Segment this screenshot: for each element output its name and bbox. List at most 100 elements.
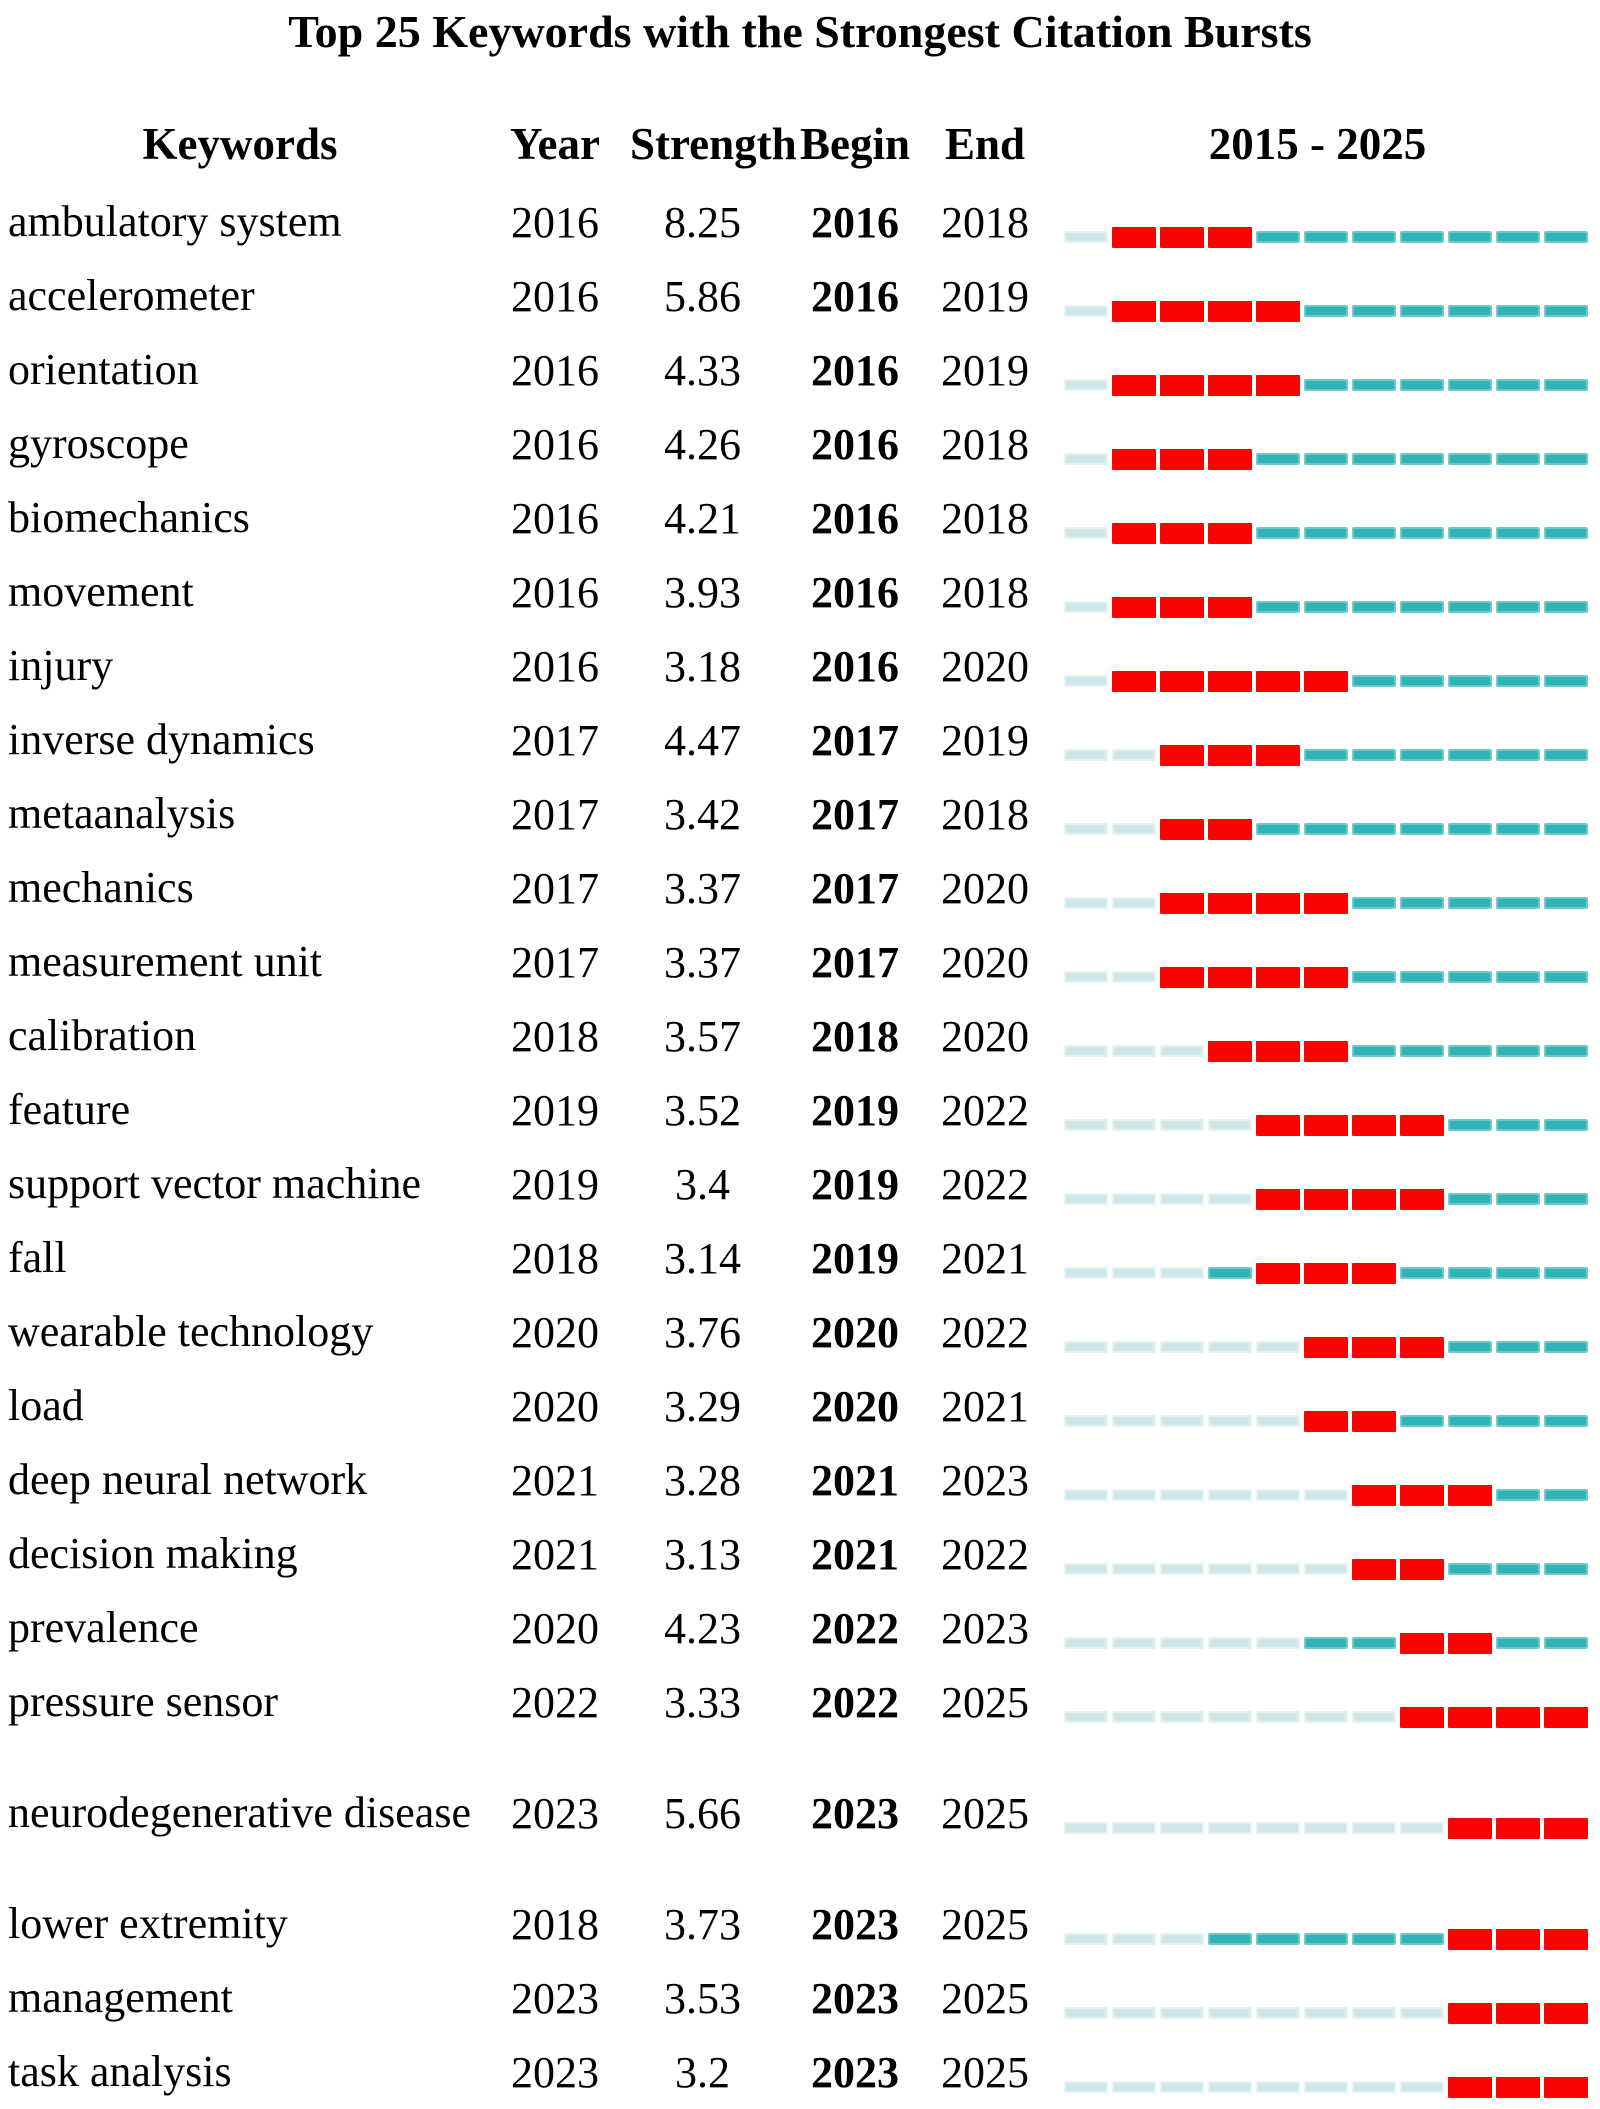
burst-segment <box>1544 2002 1588 2024</box>
table-row: lower extremity 2018 3.73 2023 2025 <box>0 1887 1600 1961</box>
timeline-segment <box>1400 305 1444 317</box>
timeline-segment <box>1256 1489 1300 1501</box>
timeline-segment <box>1160 1933 1204 1945</box>
timeline-segment <box>1448 527 1492 539</box>
table-row: accelerometer 2016 5.86 2016 2019 <box>0 259 1600 333</box>
burst-segment <box>1160 226 1204 248</box>
year-cell: 2016 <box>511 419 599 469</box>
year-cell: 2016 <box>511 641 599 691</box>
timeline-segment <box>1256 601 1300 613</box>
burst-segment <box>1256 1114 1300 1136</box>
timeline-bar <box>1064 1336 1600 1358</box>
timeline-segment <box>1160 2007 1204 2019</box>
burst-segment <box>1160 374 1204 396</box>
strength-cell: 3.73 <box>664 1899 741 1949</box>
timeline-segment <box>1304 1563 1348 1575</box>
timeline-segment <box>1448 231 1492 243</box>
burst-segment <box>1304 892 1348 914</box>
timeline-segment <box>1544 527 1588 539</box>
burst-segment <box>1160 818 1204 840</box>
keyword-cell: injury <box>8 641 114 690</box>
strength-cell: 3.33 <box>664 1677 741 1727</box>
header-end: End <box>944 119 1026 169</box>
timeline-bar <box>1064 892 1600 914</box>
year-cell: 2021 <box>511 1455 599 1505</box>
timeline-segment <box>1544 1267 1588 1279</box>
timeline-segment <box>1544 823 1588 835</box>
timeline-segment <box>1544 453 1588 465</box>
strength-cell: 3.53 <box>664 1973 741 2023</box>
timeline-segment <box>1256 453 1300 465</box>
table-row: support vector machine 2019 3.4 2019 202… <box>0 1147 1600 1221</box>
burst-segment <box>1448 1706 1492 1728</box>
year-cell: 2023 <box>511 1973 599 2023</box>
timeline-segment <box>1208 1489 1252 1501</box>
burst-segment <box>1352 1410 1396 1432</box>
timeline-bar <box>1064 448 1600 470</box>
year-cell: 2017 <box>511 789 599 839</box>
begin-cell: 2017 <box>811 863 899 913</box>
timeline-segment <box>1064 453 1108 465</box>
timeline-segment <box>1256 1711 1300 1723</box>
timeline-segment <box>1208 1119 1252 1131</box>
strength-cell: 4.33 <box>664 345 741 395</box>
burst-segment <box>1112 226 1156 248</box>
begin-cell: 2019 <box>811 1085 899 1135</box>
timeline-segment <box>1256 1415 1300 1427</box>
timeline-segment <box>1160 1119 1204 1131</box>
table-row: movement 2016 3.93 2016 2018 <box>0 555 1600 629</box>
timeline-bar <box>1064 1262 1600 1284</box>
table-row: gyroscope 2016 4.26 2016 2018 <box>0 407 1600 481</box>
burst-segment <box>1496 1706 1540 1728</box>
timeline-segment <box>1496 1119 1540 1131</box>
end-cell: 2019 <box>941 715 1029 765</box>
timeline-segment <box>1448 675 1492 687</box>
year-cell: 2016 <box>511 271 599 321</box>
keyword-cell: wearable technology <box>8 1307 374 1356</box>
strength-cell: 3.29 <box>664 1381 741 1431</box>
timeline-segment <box>1496 1045 1540 1057</box>
strength-cell: 4.26 <box>664 419 741 469</box>
timeline-bar <box>1064 2076 1600 2098</box>
timeline-segment <box>1448 1045 1492 1057</box>
burst-segment <box>1208 892 1252 914</box>
timeline-segment <box>1448 749 1492 761</box>
begin-cell: 2020 <box>811 1307 899 1357</box>
table-row: feature 2019 3.52 2019 2022 <box>0 1073 1600 1147</box>
timeline-segment <box>1448 1267 1492 1279</box>
timeline-segment <box>1064 231 1108 243</box>
timeline-segment <box>1064 1415 1108 1427</box>
begin-cell: 2016 <box>811 641 899 691</box>
timeline-segment <box>1400 601 1444 613</box>
keyword-cell: inverse dynamics <box>8 715 315 764</box>
timeline-segment <box>1448 897 1492 909</box>
burst-segment <box>1496 1928 1540 1950</box>
keyword-cell: metaanalysis <box>8 789 236 838</box>
end-cell: 2019 <box>941 271 1029 321</box>
year-cell: 2019 <box>511 1085 599 1135</box>
timeline-segment <box>1400 2007 1444 2019</box>
timeline-segment <box>1544 231 1588 243</box>
timeline-segment <box>1064 379 1108 391</box>
timeline-bar <box>1064 300 1600 322</box>
strength-cell: 3.14 <box>664 1233 741 1283</box>
end-cell: 2022 <box>941 1159 1029 1209</box>
timeline-segment <box>1112 1267 1156 1279</box>
timeline-bar <box>1064 374 1600 396</box>
timeline-segment <box>1496 1193 1540 1205</box>
year-cell: 2023 <box>511 2047 599 2097</box>
table-row: pressure sensor 2022 3.33 2022 2025 <box>0 1665 1600 1739</box>
timeline-segment <box>1112 1637 1156 1649</box>
table-row: injury 2016 3.18 2016 2020 <box>0 629 1600 703</box>
begin-cell: 2023 <box>811 1899 899 1949</box>
burst-segment <box>1208 522 1252 544</box>
timeline-segment <box>1064 897 1108 909</box>
begin-cell: 2023 <box>811 1788 899 1838</box>
timeline-segment <box>1064 1341 1108 1353</box>
burst-segment <box>1448 2002 1492 2024</box>
timeline-segment <box>1400 453 1444 465</box>
begin-cell: 2017 <box>811 789 899 839</box>
end-cell: 2019 <box>941 345 1029 395</box>
burst-segment <box>1448 1817 1492 1839</box>
begin-cell: 2019 <box>811 1159 899 1209</box>
